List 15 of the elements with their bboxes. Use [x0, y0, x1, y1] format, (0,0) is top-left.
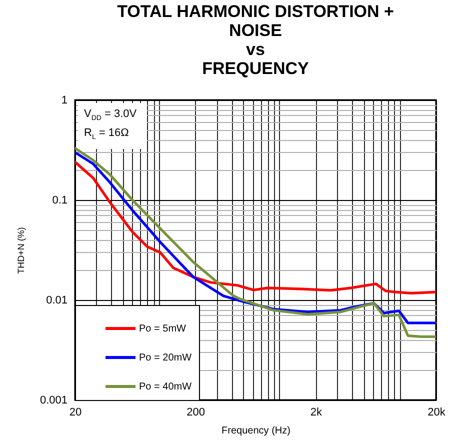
y-tick-label: 0.01: [46, 294, 68, 306]
chart-title: TOTAL HARMONIC DISTORTION + NOISE vs FREQUENCY: [117, 2, 394, 78]
x-tick-label: 20k: [428, 406, 446, 418]
x-tick-label: 20: [69, 406, 82, 418]
legend-label: Po = 5mW: [139, 324, 187, 334]
y-tick-label: 0.1: [52, 194, 68, 206]
conditions-note: V$_{DD}$ = 3.0V R$_{L}$ = 16Ω: [78, 103, 147, 150]
x-axis-title: Frequency (Hz): [222, 426, 290, 436]
x-tick-label: 2k: [310, 406, 322, 418]
y-axis-title: THD+N (%): [16, 227, 26, 274]
y-tick-label: 1: [61, 94, 68, 106]
legend-label: Po = 40mW: [139, 382, 192, 392]
x-tick-label: 200: [186, 406, 206, 418]
legend-label: Po = 20mW: [139, 352, 192, 364]
y-tick-label: 0.001: [40, 394, 68, 406]
